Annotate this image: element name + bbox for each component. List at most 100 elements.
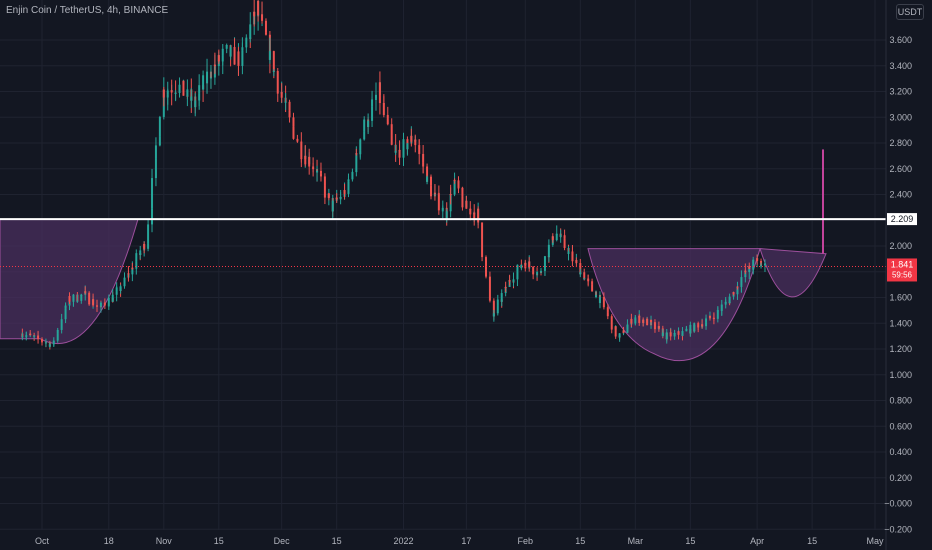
candle-body xyxy=(186,89,189,97)
candle-body xyxy=(162,89,165,98)
candle-body xyxy=(135,261,138,269)
candle-body xyxy=(642,319,645,323)
candle-body xyxy=(563,238,566,248)
candle-body xyxy=(194,100,197,108)
candle-body xyxy=(477,208,480,223)
candle-body xyxy=(744,270,747,273)
candle-body xyxy=(693,323,696,332)
candle-body xyxy=(367,120,370,127)
candle-body xyxy=(292,117,295,127)
current-price-tag xyxy=(887,258,917,282)
candle-body xyxy=(107,297,110,306)
candle-body xyxy=(225,45,228,47)
candle-body xyxy=(426,176,429,182)
y-tick-label: 3.200 xyxy=(889,87,912,97)
candle-body xyxy=(33,335,36,337)
candle-body xyxy=(481,222,484,240)
candle-body xyxy=(237,51,240,66)
candle-body xyxy=(681,331,684,336)
candle-body xyxy=(276,71,279,79)
x-tick-label: 15 xyxy=(685,536,695,546)
candle-body xyxy=(705,318,708,323)
candle-body xyxy=(622,330,625,333)
candle-body xyxy=(300,157,303,160)
candle-body xyxy=(508,280,511,282)
candle-body xyxy=(763,263,766,266)
candles xyxy=(21,0,766,350)
candle-body xyxy=(107,305,110,307)
candle-body xyxy=(264,32,267,35)
x-tick-label: Mar xyxy=(628,536,644,546)
candle-body xyxy=(689,324,692,334)
y-tick-label: 3.600 xyxy=(889,35,912,45)
candle-body xyxy=(72,294,75,301)
candle-body xyxy=(52,340,55,343)
candle-body xyxy=(123,277,126,279)
y-tick-label: 0.800 xyxy=(889,396,912,406)
candle-body xyxy=(249,24,252,39)
candle-body xyxy=(111,294,114,302)
candle-body xyxy=(555,234,558,241)
candle-body xyxy=(661,332,664,336)
candle-body xyxy=(638,315,641,323)
candle-body xyxy=(319,173,322,177)
candle-body xyxy=(520,264,523,269)
candle-body xyxy=(261,14,264,21)
y-tick-label: 0.200 xyxy=(889,473,912,483)
candle-body xyxy=(323,185,326,198)
x-tick-label: May xyxy=(866,536,884,546)
candle-body xyxy=(453,179,456,181)
currency-unit-badge[interactable]: USDT xyxy=(896,4,924,20)
candle-body xyxy=(206,71,209,84)
x-tick-label: Feb xyxy=(518,536,534,546)
candle-body xyxy=(512,279,515,282)
candle-body xyxy=(253,11,256,17)
candle-body xyxy=(422,162,425,167)
candle-body xyxy=(602,296,605,300)
candle-body xyxy=(650,319,653,323)
candle-body xyxy=(229,47,232,57)
candle-body xyxy=(418,149,421,154)
candle-body xyxy=(591,284,594,292)
candle-body xyxy=(461,196,464,208)
candle-body xyxy=(669,332,672,337)
y-tick-label: 1.600 xyxy=(889,293,912,303)
candle-body xyxy=(335,197,338,200)
candle-body xyxy=(646,318,649,326)
candle-body xyxy=(457,187,460,189)
candle-body xyxy=(343,190,346,194)
candle-body xyxy=(630,318,633,324)
candle-body xyxy=(485,257,488,270)
grid xyxy=(0,0,886,530)
candle-body xyxy=(190,96,193,101)
candle-body xyxy=(363,131,366,140)
candle-body xyxy=(280,92,283,98)
candle-body xyxy=(736,286,739,288)
candle-body xyxy=(516,264,519,272)
candle-body xyxy=(634,317,637,319)
candle-body xyxy=(60,319,63,324)
y-tick-label: 3.000 xyxy=(889,112,912,122)
y-tick-label: 3.400 xyxy=(889,61,912,71)
candle-body xyxy=(174,92,177,94)
candle-body xyxy=(139,250,142,255)
candle-body xyxy=(339,196,342,198)
candle-body xyxy=(56,329,59,334)
candle-body xyxy=(555,233,558,235)
candle-body xyxy=(595,295,598,297)
candle-body xyxy=(398,149,401,158)
candle-body xyxy=(437,194,440,211)
candle-body xyxy=(740,277,743,286)
candle-body xyxy=(355,153,358,173)
candle-body xyxy=(618,333,621,338)
candle-body xyxy=(657,326,660,329)
candle-body xyxy=(492,300,495,317)
candle-body xyxy=(127,273,130,275)
x-tick-label: 15 xyxy=(807,536,817,546)
candle-body xyxy=(131,267,134,269)
candle-body xyxy=(84,291,87,293)
candle-body xyxy=(488,288,491,301)
candle-body xyxy=(382,103,385,116)
candle-body xyxy=(488,276,491,289)
